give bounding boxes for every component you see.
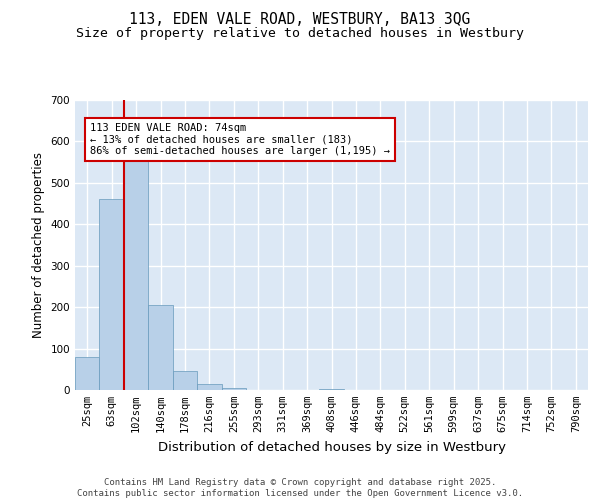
Text: Contains HM Land Registry data © Crown copyright and database right 2025.
Contai: Contains HM Land Registry data © Crown c… bbox=[77, 478, 523, 498]
Bar bbox=[100, 200, 124, 390]
X-axis label: Distribution of detached houses by size in Westbury: Distribution of detached houses by size … bbox=[157, 440, 505, 454]
Text: Size of property relative to detached houses in Westbury: Size of property relative to detached ho… bbox=[76, 28, 524, 40]
Bar bbox=[75, 357, 100, 390]
Bar bbox=[124, 154, 148, 390]
Bar bbox=[197, 384, 221, 390]
Bar bbox=[319, 389, 344, 390]
Bar bbox=[221, 388, 246, 390]
Text: 113 EDEN VALE ROAD: 74sqm
← 13% of detached houses are smaller (183)
86% of semi: 113 EDEN VALE ROAD: 74sqm ← 13% of detac… bbox=[90, 123, 390, 156]
Text: 113, EDEN VALE ROAD, WESTBURY, BA13 3QG: 113, EDEN VALE ROAD, WESTBURY, BA13 3QG bbox=[130, 12, 470, 28]
Bar bbox=[148, 305, 173, 390]
Bar bbox=[173, 372, 197, 390]
Y-axis label: Number of detached properties: Number of detached properties bbox=[32, 152, 45, 338]
